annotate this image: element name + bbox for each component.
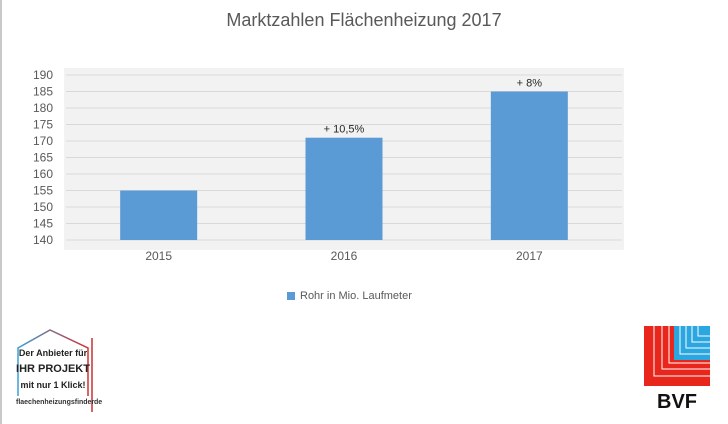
y-tick-label: 185 <box>33 85 53 99</box>
bar-2016 <box>305 137 383 240</box>
y-tick-label: 175 <box>33 118 53 132</box>
chart-title: Marktzahlen Flächenheizung 2017 <box>226 10 501 30</box>
y-tick-label: 190 <box>33 68 53 82</box>
svg-text:mit nur 1 Klick!: mit nur 1 Klick! <box>20 380 85 390</box>
svg-text:flaechenheizungsfinder: flaechenheizungsfinder <box>16 399 94 406</box>
flaechenheizungsfinder-logo: Der Anbieter für IHR PROJEKT mit nur 1 K… <box>16 329 102 412</box>
y-tick-label: 170 <box>33 134 53 148</box>
bar-chart: Marktzahlen Flächenheizung 2017 140 145 15… <box>33 10 624 263</box>
svg-text:IHR PROJEKT: IHR PROJEKT <box>16 363 90 375</box>
y-tick-label: 165 <box>33 151 53 165</box>
svg-text:BVF: BVF <box>657 391 697 412</box>
legend-label: Rohr in Mio. Laufmeter <box>300 290 412 302</box>
x-tick-label: 2017 <box>516 249 543 263</box>
data-label: + 8% <box>517 78 543 90</box>
y-tick-label: 155 <box>33 184 53 198</box>
svg-text:de: de <box>94 399 102 406</box>
y-tick-label: 180 <box>33 101 53 115</box>
bar-2015 <box>120 190 198 240</box>
y-tick-label: 150 <box>33 200 53 214</box>
left-border <box>0 0 2 424</box>
legend: Rohr in Mio. Laufmeter <box>287 290 412 302</box>
y-tick-label: 145 <box>33 217 53 231</box>
x-tick-label: 2016 <box>331 249 358 263</box>
bar-2017 <box>490 91 568 240</box>
data-label: + 10,5% <box>324 124 365 136</box>
x-tick-label: 2015 <box>145 249 172 263</box>
svg-text:Der Anbieter für: Der Anbieter für <box>19 348 88 358</box>
y-tick-label: 160 <box>33 167 53 181</box>
y-tick-label: 140 <box>33 233 53 247</box>
legend-swatch <box>287 292 295 300</box>
bvf-logo: BVF <box>644 326 710 412</box>
